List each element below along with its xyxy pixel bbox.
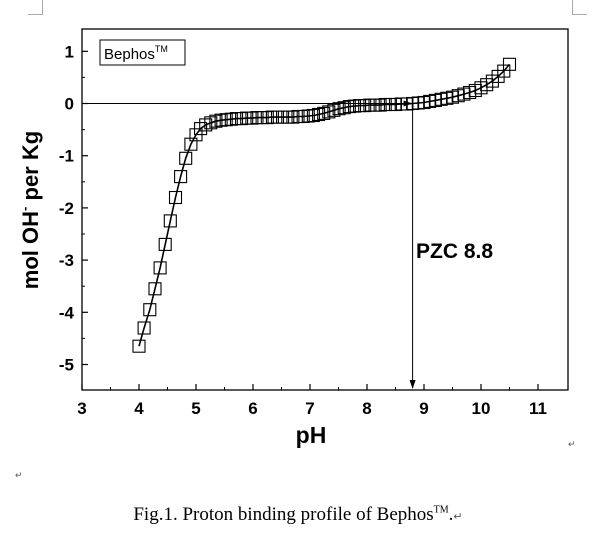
- plot-frame: [81, 28, 569, 391]
- data-point: [332, 102, 346, 116]
- x-tick-label: 4: [134, 399, 144, 418]
- x-tick-label: 7: [305, 399, 314, 418]
- y-tick-label: 0: [65, 95, 74, 114]
- y-tick-label: -2: [59, 199, 74, 218]
- y-tick-label: -5: [59, 356, 74, 375]
- y-tick-label: 1: [65, 42, 74, 61]
- x-tick-label: 10: [472, 399, 491, 418]
- x-tick-label: 6: [248, 399, 257, 418]
- x-tick-label: 3: [77, 399, 86, 418]
- x-tick-label: 8: [362, 399, 371, 418]
- data-point: [199, 118, 213, 132]
- figure-caption: Fig.1. Proton binding profile of BephosT…: [133, 504, 463, 525]
- data-point: [174, 170, 188, 184]
- data-point: [137, 321, 151, 335]
- y-tick-label: -3: [59, 251, 74, 270]
- page-corner-mark: [28, 0, 43, 15]
- x-tick-label: 9: [419, 399, 428, 418]
- pzc-arrowhead: [409, 380, 416, 389]
- fit-line: [138, 63, 511, 347]
- y-tick-label: -4: [59, 303, 75, 322]
- data-point: [163, 214, 177, 228]
- paragraph-mark: ↵: [15, 470, 23, 480]
- paragraph-mark: ↵: [568, 439, 576, 449]
- legend-label: Bephos: [104, 46, 155, 63]
- data-point: [204, 116, 218, 130]
- x-tick-label: 11: [529, 399, 547, 418]
- data-point: [148, 282, 162, 296]
- data-point: [312, 107, 326, 122]
- data-point: [179, 151, 193, 165]
- data-point: [373, 98, 387, 112]
- y-axis-label: mol OH- per Kg: [17, 131, 43, 289]
- y-tick-label: -1: [59, 147, 74, 166]
- data-point: [153, 261, 167, 275]
- zero-arrowhead: [403, 100, 413, 107]
- data-point: [502, 57, 517, 71]
- data-point: [168, 190, 183, 205]
- x-axis-label: pH: [296, 422, 327, 448]
- legend-box: BephosTM: [99, 39, 186, 66]
- data-point: [337, 101, 351, 115]
- data-point: [132, 339, 146, 353]
- pzc-annotation: PZC 8.8: [416, 240, 493, 263]
- x-tick-label: 5: [191, 399, 200, 418]
- data-point: [158, 237, 172, 251]
- data-point: [224, 112, 238, 126]
- data-point: [286, 110, 300, 124]
- data-point: [143, 303, 157, 317]
- data-point: [327, 103, 341, 117]
- page-corner-mark: [572, 0, 587, 15]
- data-point: [317, 106, 331, 120]
- data-point: [322, 105, 336, 119]
- data-point: [306, 108, 320, 123]
- data-point: [184, 137, 198, 151]
- data-point: [209, 114, 223, 128]
- legend-tm: TM: [155, 44, 168, 54]
- svg-text:BephosTM: BephosTM: [104, 44, 168, 63]
